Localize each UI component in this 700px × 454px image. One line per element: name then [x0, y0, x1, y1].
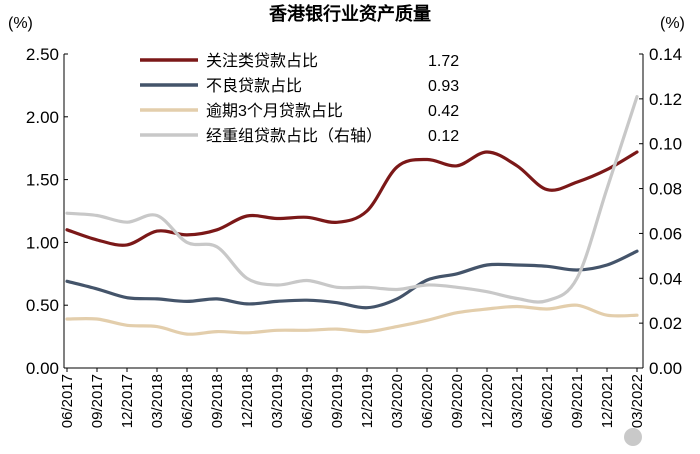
left-y-axis: 0.00 0.50 1.00 1.50 2.00 2.50	[26, 45, 68, 378]
x-tick-label: 03/2018	[149, 374, 166, 428]
left-y-tick-label: 0.50	[26, 296, 59, 315]
overdue-3m-loan-ratio-line	[65, 303, 639, 336]
legend-label: 逾期3个月贷款占比	[206, 102, 343, 120]
watermark-logo-icon	[624, 428, 642, 446]
right-y-tick-label: 0.12	[649, 90, 682, 109]
watermark-text: 格隆汇	[646, 430, 682, 445]
x-tick-label: 06/2021	[539, 374, 556, 428]
series-lines	[65, 95, 639, 336]
right-axis-unit: (%)	[660, 15, 685, 32]
right-y-tick-label: 0.14	[649, 45, 682, 64]
x-tick-label: 03/2019	[269, 374, 286, 428]
chart-title: 香港银行业资产质量	[268, 3, 431, 24]
axes	[63, 54, 644, 369]
x-tick-label: 06/2019	[299, 374, 316, 428]
x-tick-label: 03/2021	[509, 374, 526, 428]
x-tick-label: 06/2020	[419, 374, 436, 428]
npl-ratio-line	[65, 249, 639, 310]
right-y-axis: 0.00 0.02 0.04 0.06 0.08 0.10 0.12 0.14	[639, 45, 682, 378]
right-y-tick-label: 0.02	[649, 314, 682, 333]
x-tick-label: 09/2021	[569, 374, 586, 428]
restructured-loan-ratio-line	[65, 95, 639, 304]
x-tick-label: 03/2020	[389, 374, 406, 428]
x-tick-label: 12/2018	[239, 374, 256, 428]
left-y-tick-label: 2.00	[26, 108, 59, 127]
x-tick-label: 06/2018	[179, 374, 196, 428]
right-y-tick-label: 0.10	[649, 135, 682, 154]
left-y-tick-label: 2.50	[26, 45, 59, 64]
x-tick-label: 06/2017	[59, 374, 76, 428]
left-y-tick-label: 1.50	[26, 171, 59, 190]
legend-value: 0.42	[428, 103, 459, 120]
legend-label: 不良贷款占比	[206, 77, 302, 95]
x-tick-label: 09/2019	[329, 374, 346, 428]
x-tick-label: 09/2018	[209, 374, 226, 428]
x-tick-label: 09/2020	[449, 374, 466, 428]
x-tick-label: 09/2017	[89, 374, 106, 428]
left-y-tick-label: 1.00	[26, 233, 59, 252]
watermark: 格隆汇	[624, 428, 682, 446]
legend-label: 关注类贷款占比	[206, 52, 318, 70]
right-y-tick-label: 0.06	[649, 224, 682, 243]
x-tick-label: 12/2019	[359, 374, 376, 428]
x-tick-label: 12/2021	[599, 374, 616, 428]
x-tick-label: 12/2020	[479, 374, 496, 428]
special-mention-loan-ratio-line	[65, 150, 639, 247]
legend-value: 1.72	[428, 53, 459, 70]
left-axis-unit: (%)	[8, 15, 33, 32]
left-y-tick-label: 0.00	[26, 359, 59, 378]
legend-value: 0.12	[428, 128, 459, 145]
right-y-tick-label: 0.08	[649, 180, 682, 199]
right-y-tick-label: 0.04	[649, 269, 682, 288]
x-tick-label: 12/2017	[119, 374, 136, 428]
legend: 关注类贷款占比 1.72 不良贷款占比 0.93 逾期3个月贷款占比 0.42 经重组贷款占…	[140, 52, 459, 145]
x-tick-label: 03/2022	[629, 374, 646, 428]
x-axis: 06/2017 09/2017 12/2017 03/2018 06/2018 09/20…	[59, 368, 646, 428]
legend-value: 0.93	[428, 78, 459, 95]
legend-label: 经重组贷款占比（右轴）	[206, 127, 382, 145]
right-y-tick-label: 0.00	[649, 359, 682, 378]
